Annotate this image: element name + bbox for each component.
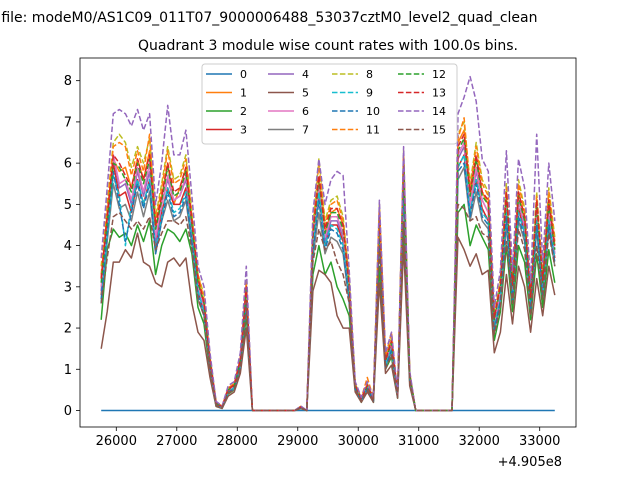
y-tick-label: 0 — [64, 404, 72, 419]
legend-label-9: 9 — [366, 87, 373, 100]
x-tick-label: 30000 — [338, 434, 379, 449]
legend-label-1: 1 — [240, 87, 247, 100]
legend-label-7: 7 — [302, 124, 309, 137]
series-line-5 — [100, 232, 556, 412]
y-tick-label: 8 — [64, 74, 72, 89]
series-line-14 — [100, 75, 556, 412]
y-tick-label: 7 — [64, 115, 72, 130]
legend-label-11: 11 — [366, 124, 380, 137]
x-tick-label: 29000 — [277, 434, 318, 449]
y-tick-label: 1 — [64, 363, 72, 378]
legend-label-8: 8 — [366, 68, 373, 81]
legend-label-15: 15 — [432, 124, 446, 137]
x-axis: 26000 27000 28000 29000 30000 31000 32000 33000 — [96, 427, 560, 449]
series-line-15 — [100, 203, 556, 412]
legend-label-2: 2 — [240, 105, 247, 118]
chart-title: Quadrant 3 module wise count rates with … — [138, 38, 518, 54]
y-axis: 0 1 2 3 4 5 6 7 8 — [64, 74, 80, 419]
legend-label-13: 13 — [432, 87, 446, 100]
y-tick-label: 6 — [64, 157, 72, 172]
x-tick-label: 26000 — [96, 434, 137, 449]
series-line-2 — [100, 203, 556, 412]
y-tick-label: 2 — [64, 322, 72, 337]
legend-label-12: 12 — [432, 68, 446, 81]
series-line-6 — [100, 141, 556, 412]
axes-frame — [79, 57, 577, 428]
y-tick-label: 5 — [64, 198, 72, 213]
legend-box — [201, 63, 458, 145]
series-line-7 — [100, 166, 556, 412]
x-tick-label: 33000 — [519, 434, 560, 449]
legend-label-10: 10 — [366, 105, 380, 118]
legend-label-14: 14 — [432, 105, 446, 118]
x-tick-label: 32000 — [459, 434, 500, 449]
series-line-9 — [100, 154, 556, 412]
series-line-13 — [100, 133, 556, 412]
series-line-11 — [100, 117, 556, 412]
series-line-10 — [100, 162, 556, 412]
x-tick-label: 27000 — [156, 434, 197, 449]
legend-label-6: 6 — [302, 105, 309, 118]
legend-label-0: 0 — [240, 68, 247, 81]
x-axis-offset-label: +4.905e8 — [498, 455, 562, 470]
legend-label-3: 3 — [240, 124, 247, 137]
x-tick-label: 28000 — [217, 434, 258, 449]
plot-lines — [100, 75, 556, 412]
series-line-8 — [100, 121, 556, 412]
y-tick-label: 4 — [64, 239, 72, 254]
y-tick-label: 3 — [64, 280, 72, 295]
legend-label-4: 4 — [302, 68, 309, 81]
figure-suptitle: n file: modeM0/AS1C09_011T07_9000006488_… — [0, 10, 537, 26]
x-tick-label: 31000 — [398, 434, 439, 449]
legend-label-5: 5 — [302, 87, 309, 100]
